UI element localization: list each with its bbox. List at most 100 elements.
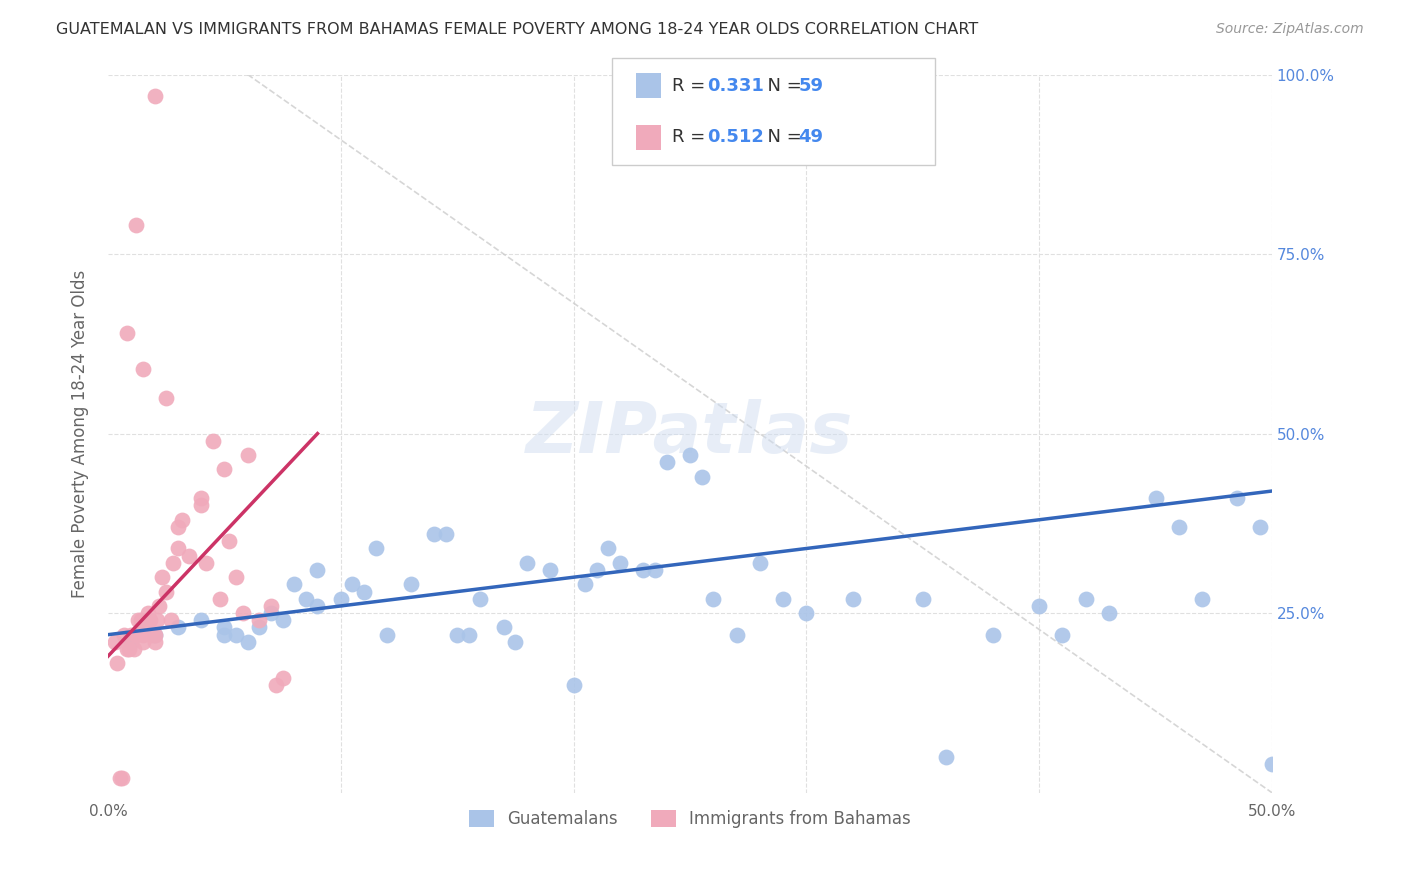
Point [125, 219, 148, 233]
Point [146, 613, 169, 627]
Point [162, 556, 184, 570]
Point [283, 577, 305, 591]
Point [329, 591, 352, 606]
Point [1249, 520, 1271, 534]
Point [143, 628, 166, 642]
Point [353, 584, 375, 599]
Point [129, 613, 152, 627]
Point [201, 434, 224, 448]
Y-axis label: Female Poverty Among 18-24 Year Olds: Female Poverty Among 18-24 Year Olds [72, 269, 89, 598]
Point [143, 635, 166, 649]
Point [1052, 628, 1074, 642]
Point [143, 628, 166, 642]
Point [160, 613, 183, 627]
Legend: Guatemalans, Immigrants from Bahamas: Guatemalans, Immigrants from Bahamas [463, 803, 918, 835]
Point [148, 599, 170, 613]
Point [155, 391, 177, 405]
Point [434, 527, 457, 541]
Point [981, 628, 1004, 642]
Point [446, 628, 468, 642]
Point [122, 642, 145, 657]
Point [1144, 491, 1167, 506]
Point [111, 772, 134, 786]
Point [794, 606, 817, 620]
Point [911, 591, 934, 606]
Text: ZIPatlas: ZIPatlas [526, 399, 853, 468]
Point [136, 606, 159, 620]
Point [260, 606, 283, 620]
Point [104, 635, 127, 649]
Point [1191, 591, 1213, 606]
Point [225, 628, 247, 642]
Point [585, 563, 607, 577]
Point [295, 591, 318, 606]
Point [935, 749, 957, 764]
Point [141, 628, 163, 642]
Text: 59: 59 [799, 77, 824, 95]
Point [470, 591, 492, 606]
Point [112, 628, 135, 642]
Point [1074, 591, 1097, 606]
Point [236, 448, 259, 462]
Point [247, 620, 270, 634]
Point [194, 556, 217, 570]
Point [725, 628, 748, 642]
Point [260, 599, 283, 613]
Text: GUATEMALAN VS IMMIGRANTS FROM BAHAMAS FEMALE POVERTY AMONG 18-24 YEAR OLDS CORRE: GUATEMALAN VS IMMIGRANTS FROM BAHAMAS FE… [56, 22, 979, 37]
Point [132, 362, 155, 376]
Point [307, 563, 329, 577]
Point [655, 455, 678, 469]
Point [143, 89, 166, 103]
Text: N =: N = [756, 128, 808, 146]
Point [105, 657, 128, 671]
Point [574, 577, 596, 591]
Point [679, 448, 702, 462]
Point [1226, 491, 1249, 506]
Point [214, 620, 236, 634]
Point [132, 628, 155, 642]
Point [218, 534, 240, 549]
Point [115, 326, 138, 340]
Point [364, 541, 387, 556]
Point [190, 613, 212, 627]
Point [247, 613, 270, 627]
Point [598, 541, 620, 556]
Point [120, 635, 142, 649]
Point [562, 678, 585, 692]
Point [1028, 599, 1050, 613]
Point [505, 635, 527, 649]
Point [225, 570, 247, 584]
Point [748, 556, 770, 570]
Point [1098, 606, 1121, 620]
Point [155, 584, 177, 599]
Point [132, 635, 155, 649]
Point [166, 541, 188, 556]
Point [644, 563, 666, 577]
Point [342, 577, 364, 591]
Point [108, 772, 131, 786]
Point [118, 642, 141, 657]
Point [307, 599, 329, 613]
Point [492, 620, 515, 634]
Point [214, 462, 236, 476]
Point [125, 628, 148, 642]
Point [271, 613, 294, 627]
Point [179, 549, 201, 563]
Point [375, 628, 398, 642]
Point [516, 556, 538, 570]
Text: R =: R = [672, 128, 711, 146]
Point [166, 620, 188, 634]
Point [214, 628, 236, 642]
Point [190, 491, 212, 506]
Point [772, 591, 794, 606]
Text: 0.512: 0.512 [707, 128, 763, 146]
Point [609, 556, 631, 570]
Text: Source: ZipAtlas.com: Source: ZipAtlas.com [1216, 22, 1364, 37]
Text: N =: N = [756, 77, 808, 95]
Text: 49: 49 [799, 128, 824, 146]
Point [1261, 756, 1284, 771]
Point [633, 563, 655, 577]
Text: 0.331: 0.331 [707, 77, 763, 95]
Point [127, 613, 149, 627]
Point [702, 591, 724, 606]
